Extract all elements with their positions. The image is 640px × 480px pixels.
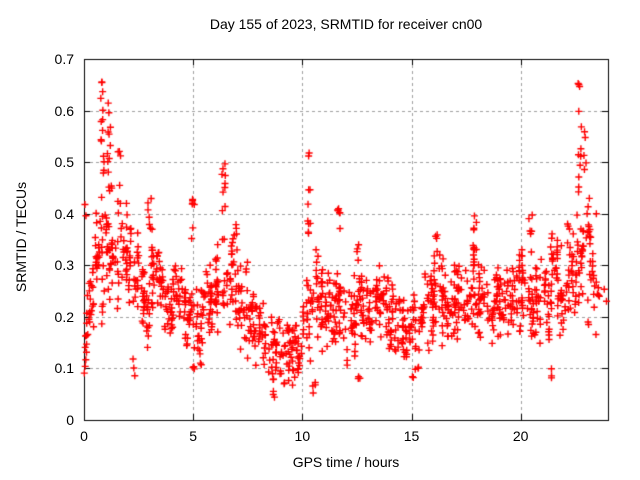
- x-tick-label: 0: [80, 428, 88, 444]
- y-tick-label: 0.6: [54, 102, 74, 119]
- x-tick-label: 10: [294, 428, 311, 444]
- x-tick-label: 20: [512, 428, 529, 444]
- x-tick-label: 15: [403, 428, 420, 444]
- x-axis-title: GPS time / hours: [292, 454, 400, 470]
- y-tick-label: 0.2: [54, 308, 74, 325]
- y-tick-label: 0: [66, 412, 74, 428]
- y-axis-title-text: SRMTID / TECUs: [13, 181, 29, 293]
- y-tick-label: 0.1: [54, 360, 74, 377]
- y-tick-label: 0.3: [54, 257, 74, 274]
- y-tick-label: 0.5: [54, 154, 74, 171]
- x-tick-label: 5: [189, 428, 198, 444]
- y-tick-label: 0.7: [54, 51, 74, 67]
- y-tick-label: 0.4: [54, 205, 74, 222]
- chart-title: Day 155 of 2023, SRMTID for receiver cn0…: [209, 16, 483, 32]
